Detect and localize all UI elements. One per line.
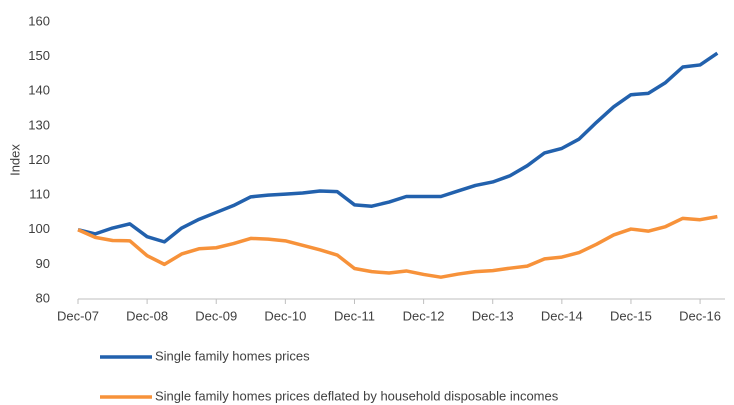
y-tick-label: 140 <box>28 83 50 98</box>
y-tick-label: 120 <box>28 152 50 167</box>
x-tick-label: Dec-09 <box>195 308 237 323</box>
legend-label: Single family homes prices <box>155 348 310 363</box>
y-axis-label: Index <box>7 144 22 176</box>
y-tick-label: 130 <box>28 117 50 132</box>
series-line <box>77 214 718 279</box>
y-tick-label: 90 <box>36 256 50 271</box>
y-tick-label: 160 <box>28 13 50 28</box>
x-tick-label: Dec-07 <box>57 308 99 323</box>
x-tick-label: Dec-15 <box>610 308 652 323</box>
x-tick-label: Dec-16 <box>679 308 721 323</box>
y-tick-label: 80 <box>36 290 50 305</box>
x-tick-label: Dec-14 <box>541 308 583 323</box>
x-tick-label: Dec-08 <box>126 308 168 323</box>
legend-label: Single family homes prices deflated by h… <box>155 388 559 403</box>
series-line <box>77 51 719 244</box>
x-tick-label: Dec-12 <box>403 308 445 323</box>
y-tick-label: 100 <box>28 221 50 236</box>
x-tick-label: Dec-13 <box>472 308 514 323</box>
x-tick-label: Dec-11 <box>334 308 375 323</box>
x-tick-label: Dec-10 <box>264 308 306 323</box>
y-tick-label: 150 <box>28 48 50 63</box>
y-tick-label: 110 <box>29 187 50 202</box>
